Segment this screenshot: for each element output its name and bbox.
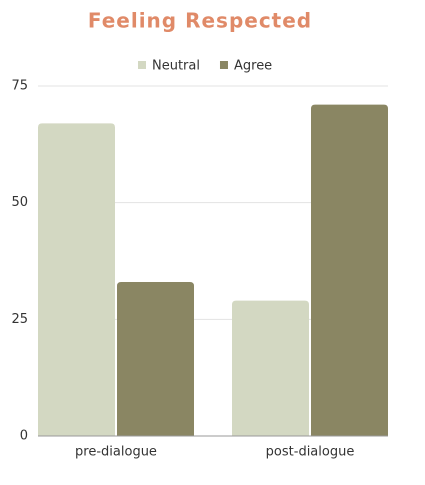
- chart-title: Feeling Respected: [88, 9, 312, 33]
- bar: [117, 282, 194, 436]
- bar: [232, 300, 309, 436]
- x-tick-label: post-dialogue: [266, 445, 355, 460]
- y-tick-label: 0: [20, 429, 28, 444]
- y-tick-label: 25: [11, 312, 28, 327]
- bar: [38, 123, 115, 436]
- legend-swatch: [138, 61, 146, 69]
- legend-label: Agree: [234, 59, 272, 74]
- x-tick-label: pre-dialogue: [75, 445, 157, 460]
- legend-label: Neutral: [152, 59, 200, 74]
- bar: [311, 104, 388, 437]
- legend-swatch: [219, 61, 228, 69]
- y-tick-label: 50: [11, 195, 28, 210]
- y-tick-label: 75: [11, 79, 28, 94]
